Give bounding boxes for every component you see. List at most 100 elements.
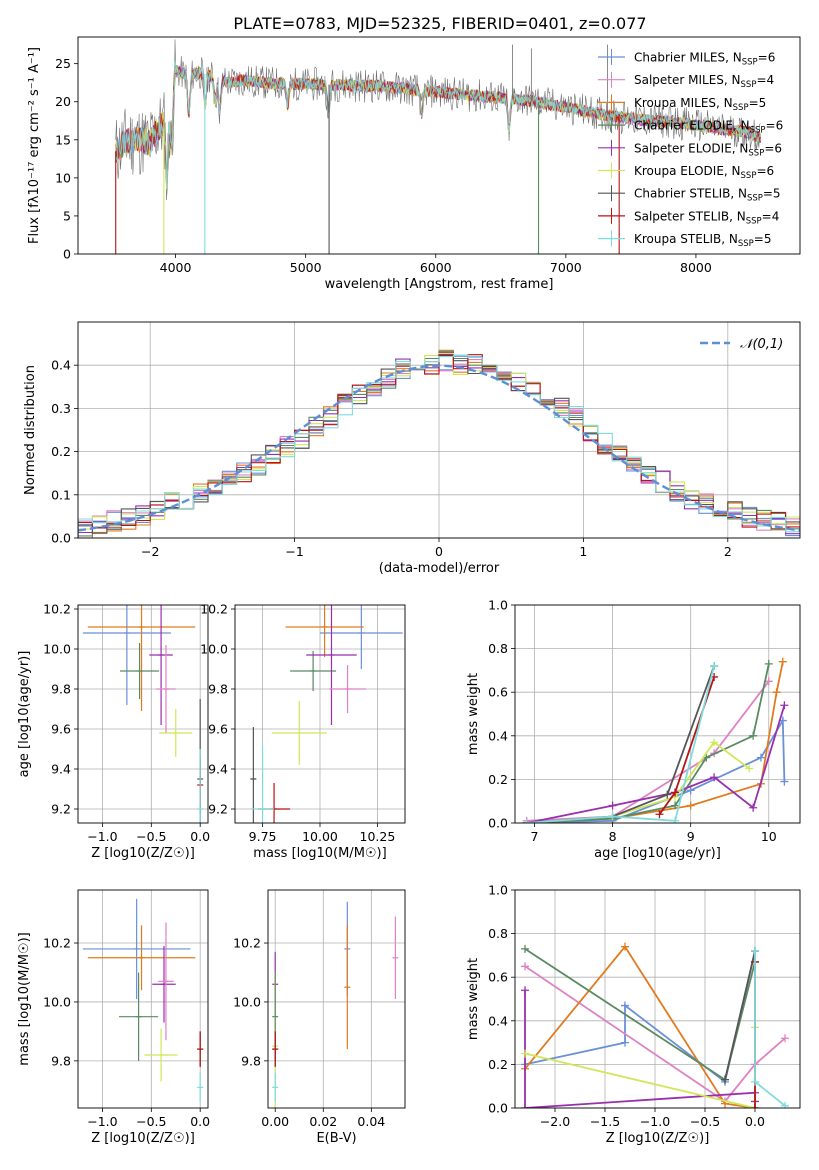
x-tick-label: 0.0 (745, 1114, 765, 1129)
x-tick-label: 9 (687, 829, 695, 844)
y-tick-label: 10 (55, 170, 71, 185)
y-tick-label: 10.0 (43, 642, 71, 657)
weight-marker (521, 962, 529, 971)
x-axis-label: mass [log10(M/M☉)] (253, 846, 386, 861)
weight-marker (756, 753, 765, 762)
x-axis-label: (data-model)/error (379, 561, 500, 576)
residuals-panel: −2 −1 0 1 2 0.0 0.1 0.2 0.3 0.4 (data-model)/error… (23, 321, 801, 576)
weight-marker (780, 777, 789, 786)
weight-marker (751, 1077, 759, 1086)
weight-marker (780, 701, 789, 710)
x-tick-label: −1.0 (87, 1114, 117, 1129)
weight-line-1 (524, 965, 786, 1103)
y-tick-label: 0.8 (488, 926, 508, 941)
legend-label: 𝒩(0,1) (740, 337, 783, 352)
y-axis-label: mass weight (466, 958, 481, 1040)
weight-line-0 (524, 950, 756, 1108)
y-tick-label: 0 (63, 247, 71, 262)
y-tick-label: 0.6 (488, 970, 508, 985)
mass-age-panel: 9.75 10.00 10.25 9.2 9.4 9.6 9.8 10.0 10.2 mass [… (200, 602, 406, 861)
weight-marker (721, 1075, 729, 1084)
weight-marker (764, 677, 773, 686)
weight-line-6 (526, 665, 715, 823)
weight-marker (521, 944, 529, 953)
figure-title: PLATE=0783, MJD=52325, FIBERID=0401, z=0… (233, 14, 646, 33)
z-weight-panel: −2.0 −1.5 −1.0 −0.5 0.0 0.0 0.2 0.4 0.6 0.8 1.0 Z [… (466, 883, 801, 1146)
weight-marker (781, 1101, 789, 1108)
model-spectrum-8 (115, 61, 761, 189)
axes-frame (514, 604, 801, 824)
y-tick-label: 10.0 (200, 642, 228, 657)
y-tick-label: 9.8 (51, 1053, 71, 1068)
x-tick-label: −1.5 (590, 1114, 620, 1129)
weight-marker (663, 790, 672, 799)
y-tick-label: 0.8 (488, 641, 508, 656)
y-tick-label: 9.8 (51, 682, 71, 697)
spectrum-panel: 4000 5000 6000 7000 8000 0 5 10 15 20 25 wavelength… (27, 36, 801, 292)
weight-line-3 (524, 948, 756, 1082)
y-tick-label: 9.6 (51, 722, 71, 737)
x-tick-label: 10.00 (302, 829, 338, 844)
x-tick-label: 10.25 (360, 829, 396, 844)
axes-frame (77, 889, 209, 1109)
axes-frame (234, 604, 406, 824)
x-axis-label: Z [log10(Z/Z☉)] (606, 1131, 710, 1146)
x-tick-label: 10 (761, 829, 777, 844)
x-tick-label: −1 (285, 544, 303, 559)
weight-line-8 (526, 665, 715, 823)
legend-label: Chabrier STELIB, NSSP=5 (634, 187, 781, 204)
age-weight-marks (522, 657, 789, 823)
y-axis-label: Normed distribution (23, 365, 38, 495)
z-weight-marks (521, 942, 789, 1108)
weight-line-4 (524, 990, 756, 1108)
y-tick-label: 0.3 (51, 401, 71, 416)
x-tick-label: 4000 (160, 260, 192, 275)
x-axis-label: age [log10(age/yr)] (594, 846, 721, 861)
x-tick-label: 0.02 (309, 1114, 337, 1129)
weight-marker (521, 1049, 529, 1058)
z-age-panel: −1.0 −0.5 0.0 9.2 9.4 9.6 9.8 10.0 10.2 Z [log10(… (17, 602, 210, 862)
weight-marker (521, 1104, 529, 1108)
y-tick-label: 10.2 (43, 602, 71, 617)
y-tick-label: 10.2 (200, 602, 228, 617)
weight-marker (764, 659, 773, 668)
x-tick-label: 8 (609, 829, 617, 844)
axes-frame (77, 321, 801, 539)
weight-marker (608, 812, 617, 821)
x-tick-label: 9.75 (249, 829, 277, 844)
weight-marker (772, 688, 781, 697)
age-weight-panel: 7 8 9 10 0.0 0.2 0.4 0.6 0.8 1.0 age [log10(age/yr… (466, 598, 801, 861)
y-axis-label: age [log10(age/yr)] (17, 651, 32, 778)
x-tick-label: 0.0 (190, 829, 210, 844)
y-tick-label: 9.2 (51, 802, 71, 817)
axes-frame (267, 889, 406, 1109)
weight-marker (686, 801, 695, 810)
x-tick-label: 0.04 (357, 1114, 385, 1129)
legend: Chabrier MILES, NSSP=6 Salpeter MILES, NS… (598, 49, 783, 249)
y-tick-label: 15 (55, 132, 71, 147)
weight-marker (710, 662, 719, 671)
weight-marker (671, 788, 680, 797)
y-tick-label: 20 (55, 94, 71, 109)
weight-marker (749, 731, 758, 740)
legend-label: Salpeter ELODIE, NSSP=6 (634, 141, 782, 158)
weight-marker (621, 1001, 629, 1010)
x-tick-label: 5000 (290, 260, 322, 275)
weight-marker (781, 1034, 789, 1043)
weight-line-8 (754, 951, 786, 1107)
y-tick-label: 5 (63, 208, 71, 223)
weight-line-6 (724, 950, 756, 1080)
weight-marker (751, 1104, 759, 1108)
x-tick-label: 6000 (420, 260, 452, 275)
y-tick-label: 10.2 (233, 936, 261, 951)
spectrum-marks (115, 39, 761, 254)
weight-marker (521, 986, 529, 995)
x-tick-label: −0.5 (136, 829, 166, 844)
z-age-marks (82, 605, 204, 823)
x-tick-label: −0.5 (690, 1114, 720, 1129)
weight-line-3 (526, 663, 770, 823)
x-tick-label: 7 (531, 829, 539, 844)
y-tick-label: 9.2 (208, 802, 228, 817)
weight-marker (621, 1038, 629, 1047)
y-tick-label: 25 (55, 56, 71, 71)
